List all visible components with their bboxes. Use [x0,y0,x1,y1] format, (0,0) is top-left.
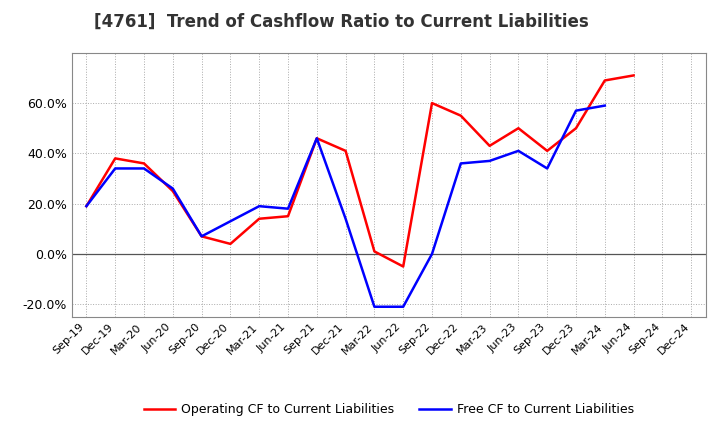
Operating CF to Current Liabilities [399,264,408,269]
Free CF to Current Liabilities [140,166,148,171]
Operating CF to Current Liabilities [572,125,580,131]
Operating CF to Current Liabilities [168,188,177,194]
Free CF to Current Liabilities [82,204,91,209]
Free CF to Current Liabilities [312,136,321,141]
Free CF to Current Liabilities [197,234,206,239]
Operating CF to Current Liabilities [197,234,206,239]
Operating CF to Current Liabilities [82,204,91,209]
Free CF to Current Liabilities [572,108,580,113]
Operating CF to Current Liabilities [600,78,609,83]
Operating CF to Current Liabilities [284,213,292,219]
Operating CF to Current Liabilities [226,241,235,246]
Operating CF to Current Liabilities [312,136,321,141]
Operating CF to Current Liabilities [341,148,350,154]
Free CF to Current Liabilities [485,158,494,164]
Free CF to Current Liabilities [168,186,177,191]
Operating CF to Current Liabilities [370,249,379,254]
Free CF to Current Liabilities [370,304,379,309]
Operating CF to Current Liabilities [140,161,148,166]
Text: [4761]  Trend of Cashflow Ratio to Current Liabilities: [4761] Trend of Cashflow Ratio to Curren… [94,13,588,31]
Free CF to Current Liabilities [428,251,436,257]
Free CF to Current Liabilities [600,103,609,108]
Free CF to Current Liabilities [284,206,292,211]
Operating CF to Current Liabilities [514,125,523,131]
Free CF to Current Liabilities [514,148,523,154]
Operating CF to Current Liabilities [255,216,264,221]
Free CF to Current Liabilities [399,304,408,309]
Free CF to Current Liabilities [341,216,350,221]
Free CF to Current Liabilities [543,166,552,171]
Line: Operating CF to Current Liabilities: Operating CF to Current Liabilities [86,75,634,267]
Operating CF to Current Liabilities [485,143,494,148]
Operating CF to Current Liabilities [543,148,552,154]
Operating CF to Current Liabilities [111,156,120,161]
Free CF to Current Liabilities [255,204,264,209]
Operating CF to Current Liabilities [456,113,465,118]
Operating CF to Current Liabilities [428,100,436,106]
Operating CF to Current Liabilities [629,73,638,78]
Free CF to Current Liabilities [111,166,120,171]
Free CF to Current Liabilities [226,219,235,224]
Line: Free CF to Current Liabilities: Free CF to Current Liabilities [86,106,605,307]
Legend: Operating CF to Current Liabilities, Free CF to Current Liabilities: Operating CF to Current Liabilities, Fre… [139,399,639,422]
Free CF to Current Liabilities [456,161,465,166]
